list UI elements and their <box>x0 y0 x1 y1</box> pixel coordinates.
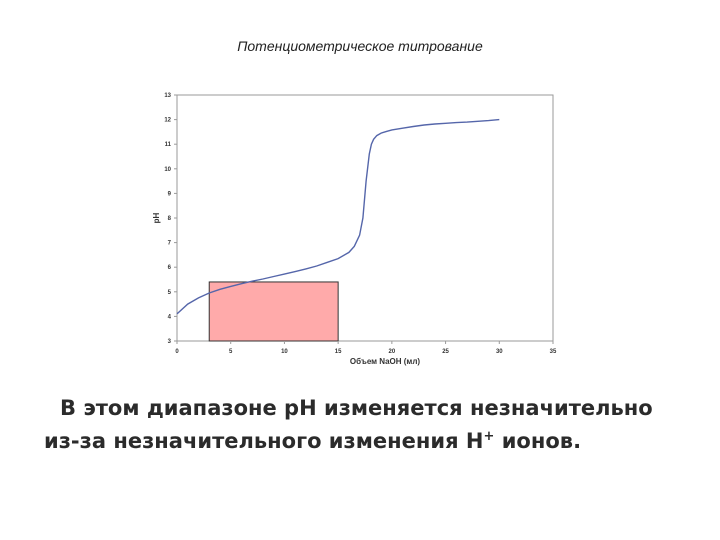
y-tick-label: 12 <box>164 118 171 124</box>
y-tick-label: 13 <box>164 93 171 99</box>
slide-caption: В этом диапазоне pH изменяется незначите… <box>44 392 684 458</box>
x-tick-label: 25 <box>442 349 449 355</box>
y-tick-label: 8 <box>168 216 172 222</box>
caption-line-2-end: ионов. <box>494 429 582 453</box>
caption-line-2-text: из-за незначительного изменения H <box>44 429 484 453</box>
y-tick-label: 11 <box>165 142 172 148</box>
y-axis-label: pH <box>152 212 161 223</box>
y-tick-label: 9 <box>168 191 172 197</box>
y-tick-label: 6 <box>168 265 172 271</box>
x-tick-label: 35 <box>550 349 557 355</box>
x-tick-label: 5 <box>229 349 233 355</box>
slide-title: Потенциометрическое титрование <box>237 38 483 54</box>
y-tick-label: 3 <box>168 339 172 345</box>
caption-line-2: из-за незначительного изменения H+ ионов… <box>44 425 684 458</box>
x-tick-label: 30 <box>496 349 503 355</box>
titration-chart: 0 5 10 15 20 25 30 35 3 4 5 6 7 8 9 10 11 12 13 Объем NaOH … <box>152 93 557 366</box>
y-tick-label: 7 <box>168 241 172 247</box>
x-tick-label: 15 <box>335 349 342 355</box>
y-tick-label: 10 <box>164 167 171 173</box>
y-tick-label: 5 <box>168 290 172 296</box>
highlight-rectangle <box>208 281 339 342</box>
x-tick-label: 20 <box>389 349 396 355</box>
x-tick-label: 0 <box>175 349 179 355</box>
x-axis-label: Объем NaOH (мл) <box>350 357 420 366</box>
caption-superscript: + <box>483 429 495 444</box>
y-tick-label: 4 <box>168 314 172 320</box>
plot-area: 0 5 10 15 20 25 30 35 3 4 5 6 7 8 9 10 11 12 13 Объем NaOH … <box>152 93 557 366</box>
series-line-0 <box>176 118 500 315</box>
caption-line-1: В этом диапазоне pH изменяется незначите… <box>60 396 653 420</box>
x-tick-label: 10 <box>281 349 288 355</box>
